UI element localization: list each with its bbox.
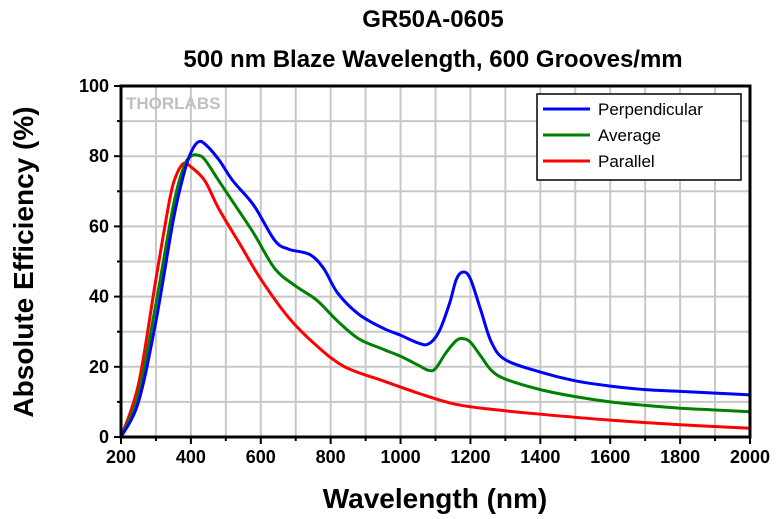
- y-tick-label: 20: [89, 357, 109, 377]
- watermark-logo: THORLABS: [126, 94, 220, 113]
- x-tick-label: 1600: [590, 447, 630, 467]
- x-tick-label: 1800: [660, 447, 700, 467]
- legend-label: Average: [598, 126, 661, 145]
- legend-label: Perpendicular: [598, 100, 703, 119]
- y-axis-label: Absolute Efficiency (%): [8, 106, 39, 417]
- x-tick-label: 200: [106, 447, 136, 467]
- x-tick-label: 1200: [450, 447, 490, 467]
- x-tick-label: 1000: [381, 447, 421, 467]
- chart-subtitle: 500 nm Blaze Wavelength, 600 Grooves/mm: [183, 46, 682, 73]
- legend-label: Parallel: [598, 152, 655, 171]
- chart-title: GR50A-0605: [362, 6, 503, 33]
- legend: Perpendicular Average Parallel: [536, 93, 742, 181]
- y-tick-label: 0: [99, 427, 109, 447]
- x-tick-label: 400: [176, 447, 206, 467]
- x-tick-label: 800: [316, 447, 346, 467]
- y-tick-label: 40: [89, 287, 109, 307]
- y-tick-label: 80: [89, 146, 109, 166]
- y-tick-label: 60: [89, 216, 109, 236]
- series-lines: [119, 139, 751, 438]
- ticks: 200 400 600 800 1000 1200 1400 1600 1800 2000 0 20 4…: [79, 76, 770, 467]
- x-axis-label: Wavelength (nm): [323, 483, 548, 514]
- x-tick-label: 1400: [520, 447, 560, 467]
- series-line-average: [119, 153, 751, 438]
- x-tick-label: 600: [246, 447, 276, 467]
- series-line-perpendicular: [119, 139, 751, 438]
- y-tick-label: 100: [79, 76, 109, 96]
- x-tick-label: 2000: [730, 447, 770, 467]
- series-line-parallel: [119, 161, 751, 438]
